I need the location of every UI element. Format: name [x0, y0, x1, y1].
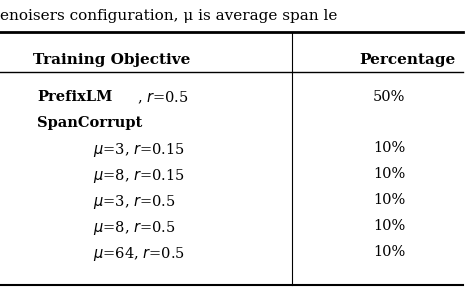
Text: 10%: 10% — [373, 193, 405, 207]
Text: 10%: 10% — [373, 167, 405, 181]
Text: SpanCorrupt: SpanCorrupt — [37, 116, 142, 130]
Text: $\mu$=8, $r$=0.15: $\mu$=8, $r$=0.15 — [93, 167, 185, 185]
Text: $\mu$=3, $r$=0.5: $\mu$=3, $r$=0.5 — [93, 193, 176, 211]
Text: enoisers configuration, μ is average span le: enoisers configuration, μ is average spa… — [0, 9, 337, 23]
Text: 10%: 10% — [373, 219, 405, 233]
Text: $\mu$=8, $r$=0.5: $\mu$=8, $r$=0.5 — [93, 219, 176, 237]
Text: Training Objective: Training Objective — [33, 53, 190, 67]
Text: 50%: 50% — [373, 90, 405, 104]
Text: $\mu$=3, $r$=0.15: $\mu$=3, $r$=0.15 — [93, 141, 185, 159]
Text: Percentage: Percentage — [360, 53, 456, 67]
Text: , $r$=0.5: , $r$=0.5 — [137, 90, 189, 106]
Text: $\mu$=64, $r$=0.5: $\mu$=64, $r$=0.5 — [93, 245, 185, 263]
Text: PrefixLM: PrefixLM — [37, 90, 112, 104]
Text: 10%: 10% — [373, 141, 405, 156]
Text: 10%: 10% — [373, 245, 405, 259]
